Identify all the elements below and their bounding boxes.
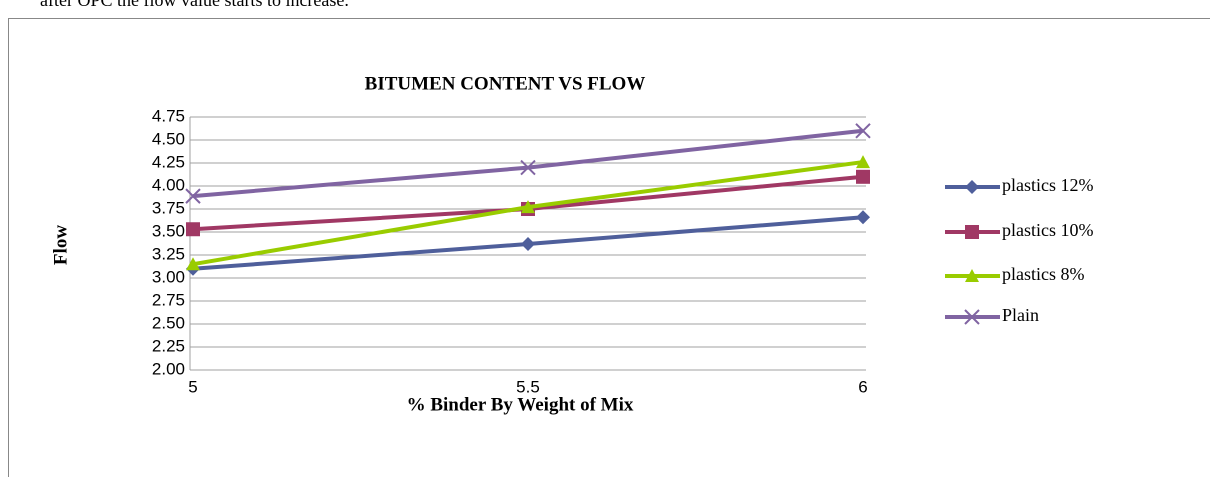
chart-title: BITUMEN CONTENT VS FLOW (365, 73, 646, 94)
data-point (186, 257, 200, 271)
data-point (521, 236, 535, 251)
y-tick-label: 3.25 (152, 244, 185, 263)
y-tick-label: 3.75 (152, 198, 185, 217)
data-point (185, 188, 201, 204)
data-point (856, 155, 870, 169)
legend-label: plastics 8% (1002, 264, 1085, 284)
y-tick-label: 4.25 (152, 152, 185, 171)
legend-label: Plain (1002, 305, 1039, 325)
x-tick-label: 5 (188, 377, 197, 396)
data-point (856, 169, 870, 184)
y-tick-label: 4.50 (152, 129, 185, 148)
x-tick-label: 5.5 (516, 377, 540, 396)
y-tick-label: 2.25 (152, 336, 185, 355)
legend-marker (965, 269, 979, 282)
caption-text: after OPC the flow value starts to incre… (40, 0, 349, 10)
y-tick-label: 2.00 (152, 359, 185, 378)
legend-label: plastics 10% (1002, 220, 1094, 240)
y-tick-label: 3.50 (152, 221, 185, 240)
y-tick-label: 2.50 (152, 313, 185, 332)
data-point (520, 159, 536, 176)
x-axis-label: % Binder By Weight of Mix (407, 394, 634, 415)
data-point (186, 222, 200, 237)
x-tick-label: 6 (858, 377, 867, 396)
legend-marker (964, 309, 980, 325)
data-point (855, 123, 871, 139)
legend-marker (965, 225, 979, 239)
data-point (856, 210, 870, 225)
y-tick-label: 3.00 (152, 267, 185, 286)
data-point (521, 200, 535, 214)
y-axis-label: Flow (50, 225, 71, 265)
chart-frame (8, 18, 1210, 477)
y-tick-label: 4.00 (152, 175, 185, 194)
y-tick-label: 4.75 (152, 106, 185, 125)
legend-label: plastics 12% (1002, 175, 1094, 195)
legend-marker (965, 180, 979, 194)
y-tick-label: 2.75 (152, 290, 185, 309)
